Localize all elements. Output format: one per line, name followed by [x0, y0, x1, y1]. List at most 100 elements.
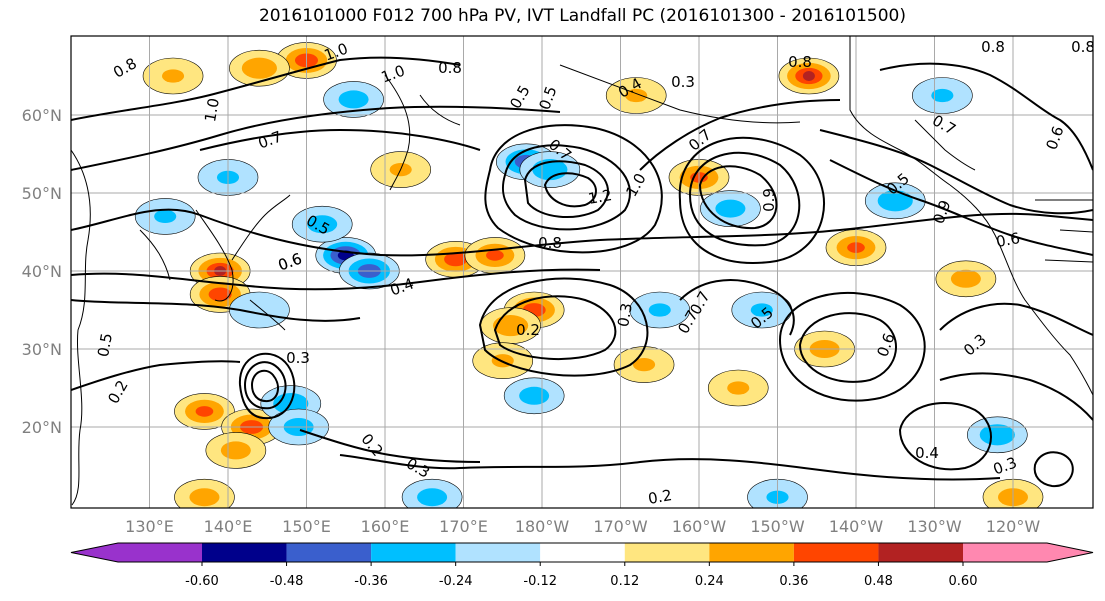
contour-label: 0.6 [995, 229, 1022, 251]
ivt-contour-line [501, 144, 631, 231]
contour-label: 0.2 [516, 321, 540, 339]
negative-pv-anomaly [750, 303, 773, 317]
colorbar-swatch [71, 543, 202, 562]
contour-label: 0.4 [915, 444, 939, 462]
longitude-tick-label: 120°W [986, 517, 1041, 536]
ivt-contour-line [71, 299, 361, 322]
svg-text:0.8: 0.8 [438, 59, 462, 77]
positive-pv-anomaly [486, 250, 504, 261]
ivt-contour-line [71, 56, 461, 121]
colorbar-outline [70, 542, 1094, 563]
contour-label: 0.3 [671, 73, 695, 91]
ivt-contour-line [1033, 451, 1074, 488]
negative-pv-anomaly [307, 215, 338, 234]
contour-label: 0.8 [788, 53, 812, 71]
ivt-contour-line [250, 369, 280, 403]
colorbar-swatch [371, 543, 456, 562]
ivt-contour-line [679, 279, 795, 336]
positive-pv-anomaly [161, 69, 185, 83]
contour-label: 0.8 [1071, 38, 1093, 56]
colorbar: -0.60 -0.48 -0.36 -0.24 -0.12 0.12 0.24 0.36 0.4… [70, 542, 1094, 589]
colorbar-swatch [624, 543, 710, 562]
positive-pv-anomaly [802, 71, 815, 81]
latitude-tick-label: 40°N [22, 262, 62, 281]
ivt-contour-line [939, 372, 1093, 421]
contour-label: 0.9 [760, 188, 778, 212]
coastlines [71, 36, 1093, 506]
longitude-tick-label: 160°E [361, 517, 410, 536]
svg-text:0.9: 0.9 [760, 188, 778, 212]
colorbar-tick-label: -0.48 [270, 574, 304, 589]
ivt-contour-line [698, 165, 778, 230]
longitude-tick-label: 150°W [750, 517, 805, 536]
colorbar-tick-label: -0.60 [185, 574, 219, 589]
colorbar-tick-label: 0.36 [779, 574, 808, 589]
positive-pv-anomaly [220, 441, 251, 460]
longitude-tick-label: 180°W [515, 517, 570, 536]
ivt-contour-line [71, 105, 561, 171]
colorbar-tick-label: -0.24 [439, 574, 473, 589]
ivt-contour-line [493, 295, 617, 360]
colorbar-tick-label: 0.24 [695, 574, 724, 589]
contour-label: 1.2 [587, 186, 614, 208]
ivt-contour-line [798, 312, 897, 383]
positive-pv-anomaly [727, 381, 750, 395]
ivt-contour-line [71, 208, 1093, 257]
ivt-contour-line [879, 62, 1093, 171]
latitude-tick-label: 20°N [22, 418, 62, 437]
colorbar-tick-label: 0.60 [949, 574, 978, 589]
negative-pv-anomaly [931, 88, 954, 103]
svg-text:0.8: 0.8 [981, 38, 1005, 56]
positive-pv-anomaly [632, 357, 656, 372]
ivt-contour-line [678, 136, 825, 264]
ivt-contour-line [639, 99, 841, 171]
ivt-contours [71, 56, 1093, 488]
colorbar-swatch [709, 543, 794, 562]
colorbar-tick-label: 0.12 [610, 574, 639, 589]
plot-frame [70, 35, 1094, 509]
svg-text:0.2: 0.2 [647, 486, 674, 508]
colorbar-tick-label: 0.48 [864, 574, 893, 589]
svg-text:0.4: 0.4 [915, 444, 939, 462]
colorbar-swatch [878, 543, 963, 562]
colorbar-swatch [963, 543, 1093, 562]
positive-pv-anomaly [950, 269, 981, 288]
negative-pv-anomaly [519, 386, 550, 405]
contour-label: 0.8 [981, 38, 1005, 56]
ivt-contour-line [478, 277, 649, 377]
latitude-tick-label: 50°N [22, 184, 62, 203]
svg-text:0.3: 0.3 [286, 349, 310, 367]
positive-pv-anomaly [493, 315, 529, 337]
colorbar-swatch [202, 543, 287, 562]
svg-text:1.2: 1.2 [587, 186, 614, 208]
colorbar-swatch [793, 543, 879, 562]
contour-label: 0.3 [614, 302, 636, 329]
ivt-contour-line [71, 360, 241, 391]
longitude-tick-label: 170°E [439, 517, 488, 536]
positive-pv-anomaly [195, 406, 214, 417]
svg-text:1.0: 1.0 [201, 97, 223, 124]
contour-label: 1.0 [201, 97, 223, 124]
svg-text:0.3: 0.3 [671, 73, 695, 91]
colorbar-tick-label: -0.36 [354, 574, 388, 589]
ivt-contour-line [71, 268, 601, 291]
negative-pv-anomaly [715, 199, 746, 218]
contour-label: 0.5 [94, 332, 116, 359]
longitude-tick-label: 130°E [125, 517, 174, 536]
svg-text:0.2: 0.2 [516, 321, 540, 339]
negative-pv-anomaly [648, 303, 671, 317]
longitude-tick-label: 160°W [672, 517, 727, 536]
contour-label: 0.2 [647, 486, 674, 508]
positive-pv-anomaly [625, 88, 648, 103]
negative-pv-anomaly [417, 488, 448, 507]
colorbar-tick-label: -0.12 [523, 574, 557, 589]
colorbar-swatch [286, 543, 372, 562]
svg-text:0.8: 0.8 [538, 234, 562, 252]
contour-label: 0.8 [438, 59, 462, 77]
ivt-contour-line [778, 292, 926, 402]
ivt-contour-line [484, 124, 663, 254]
ivt-contour-line [688, 151, 801, 247]
positive-pv-anomaly [208, 287, 232, 302]
positive-pv-anomaly [189, 488, 220, 507]
